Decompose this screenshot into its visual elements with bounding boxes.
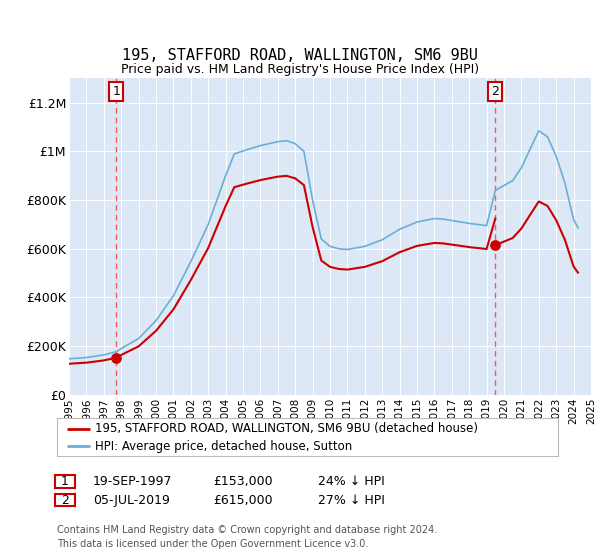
Text: 2: 2 bbox=[491, 85, 499, 99]
Text: 05-JUL-2019: 05-JUL-2019 bbox=[93, 493, 170, 507]
Text: 1: 1 bbox=[61, 475, 69, 488]
Text: HPI: Average price, detached house, Sutton: HPI: Average price, detached house, Sutt… bbox=[95, 440, 352, 452]
Text: 2: 2 bbox=[61, 493, 69, 507]
Text: 19-SEP-1997: 19-SEP-1997 bbox=[93, 475, 173, 488]
Point bbox=[112, 353, 121, 362]
Text: 24% ↓ HPI: 24% ↓ HPI bbox=[318, 475, 385, 488]
Text: £615,000: £615,000 bbox=[213, 493, 272, 507]
Text: 27% ↓ HPI: 27% ↓ HPI bbox=[318, 493, 385, 507]
Text: Price paid vs. HM Land Registry's House Price Index (HPI): Price paid vs. HM Land Registry's House … bbox=[121, 63, 479, 76]
Text: £153,000: £153,000 bbox=[213, 475, 272, 488]
Text: 195, STAFFORD ROAD, WALLINGTON, SM6 9BU: 195, STAFFORD ROAD, WALLINGTON, SM6 9BU bbox=[122, 49, 478, 63]
Text: 1: 1 bbox=[112, 85, 120, 99]
Text: Contains HM Land Registry data © Crown copyright and database right 2024.
This d: Contains HM Land Registry data © Crown c… bbox=[57, 525, 437, 549]
Text: 195, STAFFORD ROAD, WALLINGTON, SM6 9BU (detached house): 195, STAFFORD ROAD, WALLINGTON, SM6 9BU … bbox=[95, 422, 478, 435]
Point bbox=[490, 241, 500, 250]
